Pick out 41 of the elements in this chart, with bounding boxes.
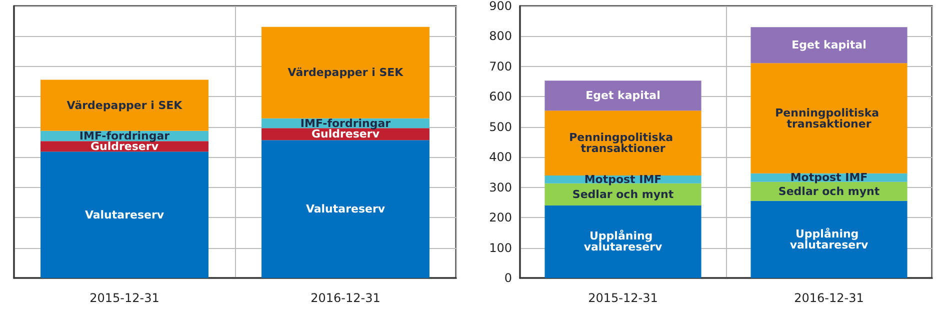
series-label: Sedlar och mynt [778,184,880,198]
series-label: Värdepapper i SEK [66,98,183,112]
y-tick-label: 900 [489,0,512,13]
text: Penningpolitiska transaktioner [775,106,880,130]
x-tick-label: 2015-12-31 [588,291,658,305]
y-tick-label: 0 [504,271,512,285]
text: IMF-fordringar [300,116,391,130]
text: Värdepapper i SEK [288,66,404,80]
y-tick-label: 500 [489,120,512,134]
bar [40,80,208,131]
series-label: Valutareserv [84,208,165,222]
bar [544,80,702,111]
series-label: Upplåning valutareserv [584,230,664,254]
series-label: IMF-fordringar [79,129,170,142]
x-tick-label: 2016-12-31 [310,291,380,305]
text: Valutareserv [306,202,386,216]
y-tick-label: 600 [489,90,512,104]
bar [40,152,208,278]
bar [262,140,430,278]
y-tick-label: 800 [489,29,512,44]
series-label: Penningpolitiska transaktioner [569,131,677,156]
y-tick-label: 700 [489,59,512,74]
series-label: Motpost IMF [790,171,868,184]
bar [544,205,702,278]
y-tick-label: 300 [489,180,512,194]
bar [262,26,430,118]
bar [750,63,908,174]
y-tick-label: 200 [489,210,512,225]
bar [750,27,908,64]
text: Motpost IMF [584,172,662,186]
x-tick-label: 2015-12-31 [90,291,160,305]
y-tick-label: 400 [489,150,512,164]
text: Eget kapital [792,38,866,52]
text: Upplåning valutareserv [790,227,868,252]
series-label: Eget kapital [586,89,660,102]
x-tick-label: 2016-12-31 [794,291,864,305]
series-label: Guldreserv [312,128,380,141]
bar [544,110,702,176]
y-tick-label: 100 [489,240,512,255]
bar [750,200,908,278]
text: Sedlar och mynt [572,188,674,201]
